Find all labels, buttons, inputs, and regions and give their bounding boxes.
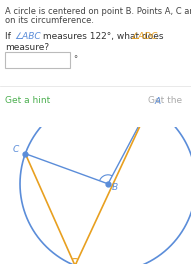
Text: °: °	[73, 55, 77, 64]
Text: A circle is centered on point B. Points A, C and D lie: A circle is centered on point B. Points …	[5, 7, 191, 16]
Text: B: B	[112, 183, 118, 192]
Text: Get a hint: Get a hint	[5, 96, 50, 105]
Text: C: C	[12, 145, 19, 154]
Text: measures 122°, what does: measures 122°, what does	[40, 32, 166, 41]
Text: Get the: Get the	[148, 96, 182, 105]
Text: If: If	[5, 32, 14, 41]
Text: measure?: measure?	[5, 43, 49, 52]
Text: ∠ABC: ∠ABC	[14, 32, 41, 41]
Text: ∠ADC: ∠ADC	[130, 32, 157, 41]
Text: A: A	[154, 97, 160, 106]
Text: on its circumference.: on its circumference.	[5, 16, 94, 25]
FancyBboxPatch shape	[5, 52, 70, 68]
